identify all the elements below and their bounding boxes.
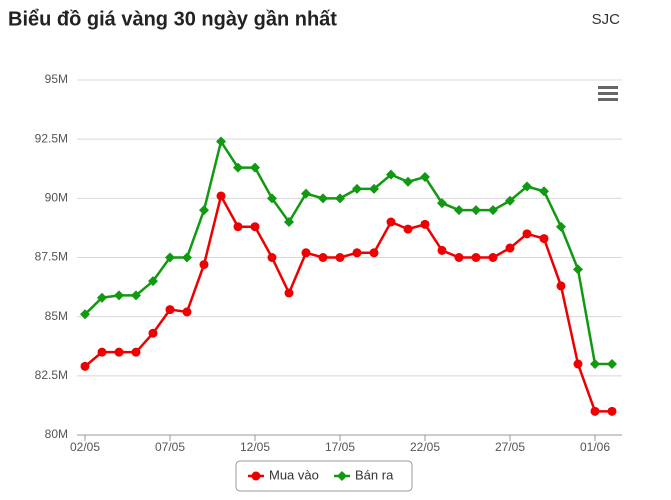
x-tick-label: 17/05 (325, 440, 355, 454)
point (590, 406, 600, 416)
point (182, 252, 192, 263)
point (522, 181, 532, 192)
point (590, 359, 600, 369)
point (369, 183, 379, 194)
point (267, 253, 277, 262)
legend-box (235, 460, 413, 492)
point (114, 347, 124, 357)
legend-label[interactable]: Bán ra (355, 467, 394, 482)
point (369, 248, 379, 258)
point (471, 205, 481, 216)
point (607, 359, 617, 369)
point (420, 172, 430, 183)
point (556, 281, 566, 291)
point (199, 260, 209, 270)
point (352, 248, 362, 258)
point (148, 276, 158, 287)
x-tick-label: 01/06 (580, 440, 610, 454)
y-tick-label: 92.5M (35, 131, 68, 145)
point (318, 253, 328, 262)
point (216, 136, 226, 147)
point (352, 183, 362, 194)
legend-marker (337, 471, 347, 481)
point (114, 290, 124, 301)
series-line (84, 138, 612, 366)
point (97, 347, 107, 357)
legend-label[interactable]: Mua vào (269, 467, 319, 482)
point (131, 290, 141, 301)
point (437, 198, 447, 209)
chart-title: Biểu đồ giá vàng 30 ngày gần nhất (8, 8, 337, 30)
point (573, 359, 583, 369)
point (420, 219, 430, 229)
menu-bar (598, 98, 618, 101)
y-tick-label: 80M (45, 427, 68, 441)
point (301, 188, 311, 199)
point (556, 221, 566, 232)
point (284, 288, 294, 298)
point (505, 243, 515, 253)
point (267, 193, 277, 204)
point (454, 253, 464, 262)
point (233, 222, 243, 232)
y-tick-label: 85M (45, 309, 68, 323)
x-tick-label: 12/05 (240, 440, 270, 454)
point (335, 193, 345, 204)
point (216, 191, 226, 201)
point (250, 222, 260, 232)
x-tick-label: 02/05 (70, 440, 100, 454)
point (233, 162, 243, 173)
point (80, 361, 90, 371)
point (471, 253, 481, 262)
menu-bar (598, 92, 618, 95)
point (284, 217, 294, 227)
x-tick-label: 27/05 (495, 440, 525, 454)
point (437, 245, 447, 255)
source-label: SJC (592, 11, 621, 28)
point (573, 264, 583, 275)
point (386, 217, 396, 227)
x-tick-label: 22/05 (410, 440, 440, 454)
y-tick-label: 82.5M (35, 368, 68, 382)
y-tick-label: 87.5M (35, 250, 68, 264)
point (539, 234, 549, 244)
point (335, 253, 345, 262)
y-tick-label: 95M (45, 72, 68, 86)
point (165, 252, 175, 263)
point (199, 205, 209, 216)
point (539, 186, 549, 197)
point (182, 307, 192, 317)
point (505, 195, 515, 206)
point (250, 162, 260, 173)
point (488, 205, 498, 216)
point (148, 328, 158, 338)
point (97, 292, 107, 303)
menu-bar (598, 86, 618, 89)
legend-marker (251, 471, 261, 481)
x-tick-label: 07/05 (155, 440, 185, 454)
point (607, 406, 617, 416)
point (318, 193, 328, 204)
point (454, 205, 464, 216)
point (386, 169, 396, 180)
point (131, 347, 141, 357)
point (488, 253, 498, 262)
point (403, 176, 413, 187)
menu-button[interactable] (598, 86, 618, 101)
point (403, 224, 413, 234)
point (522, 229, 532, 239)
point (301, 248, 311, 258)
y-tick-label: 90M (45, 191, 68, 205)
series-line (84, 192, 612, 413)
point (165, 305, 175, 315)
point (80, 309, 90, 320)
